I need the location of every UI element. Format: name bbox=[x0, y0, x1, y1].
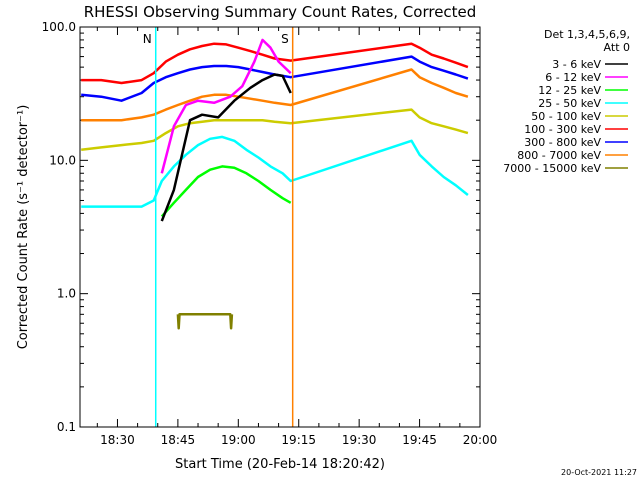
series-line-25-50-kev bbox=[81, 135, 469, 208]
x-tick-label: 19:15 bbox=[281, 433, 316, 447]
y-tick-label: 10.0 bbox=[49, 153, 76, 167]
x-tick-label: 19:00 bbox=[221, 433, 256, 447]
x-tick-label: 18:45 bbox=[161, 433, 196, 447]
legend-label: 800 - 7000 keV bbox=[517, 149, 601, 162]
legend-header-attenuator: Att 0 bbox=[604, 41, 630, 54]
y-axis-label: Corrected Count Rate (s⁻¹ detector⁻¹) bbox=[16, 105, 31, 350]
legend-label: 100 - 300 keV bbox=[524, 123, 601, 136]
marker-label-n: N bbox=[143, 32, 152, 46]
legend-label: 6 - 12 keV bbox=[545, 71, 601, 84]
legend-label: 50 - 100 keV bbox=[531, 110, 601, 123]
legend-label: 300 - 800 keV bbox=[524, 136, 601, 149]
x-tick-label: 19:45 bbox=[402, 433, 437, 447]
chart-title: RHESSI Observing Summary Count Rates, Co… bbox=[84, 3, 477, 21]
series-line-6-12-kev bbox=[160, 38, 292, 174]
series-line-3-6-kev bbox=[160, 73, 292, 222]
y-tick-label: 1.0 bbox=[57, 287, 76, 301]
y-tick-label: 100.0 bbox=[42, 20, 76, 34]
series-line-50-100-kev bbox=[81, 108, 469, 152]
marker-label-s: S bbox=[281, 32, 289, 46]
x-tick-label: 20:00 bbox=[463, 433, 498, 447]
x-tick-label: 19:30 bbox=[342, 433, 377, 447]
series-line-12-25-kev bbox=[160, 165, 292, 218]
legend-label: 7000 - 15000 keV bbox=[503, 162, 601, 175]
series-line-100-300-kev bbox=[81, 42, 469, 85]
legend-label: 3 - 6 keV bbox=[552, 58, 601, 71]
legend-label: 12 - 25 keV bbox=[538, 84, 601, 97]
x-tick-label: 18:30 bbox=[100, 433, 135, 447]
series-line-300-800-kev bbox=[81, 55, 469, 102]
series-line-7000-15000-kev bbox=[176, 313, 234, 330]
y-tick-label: 0.1 bbox=[57, 420, 76, 434]
plot-frame bbox=[79, 26, 481, 428]
legend-header-detectors: Det 1,3,4,5,6,9, bbox=[544, 28, 630, 41]
x-axis-label: Start Time (20-Feb-14 18:20:42) bbox=[175, 457, 385, 472]
timestamp-label: 20-Oct-2021 11:27 bbox=[561, 468, 637, 477]
legend-label: 25 - 50 keV bbox=[538, 97, 601, 110]
